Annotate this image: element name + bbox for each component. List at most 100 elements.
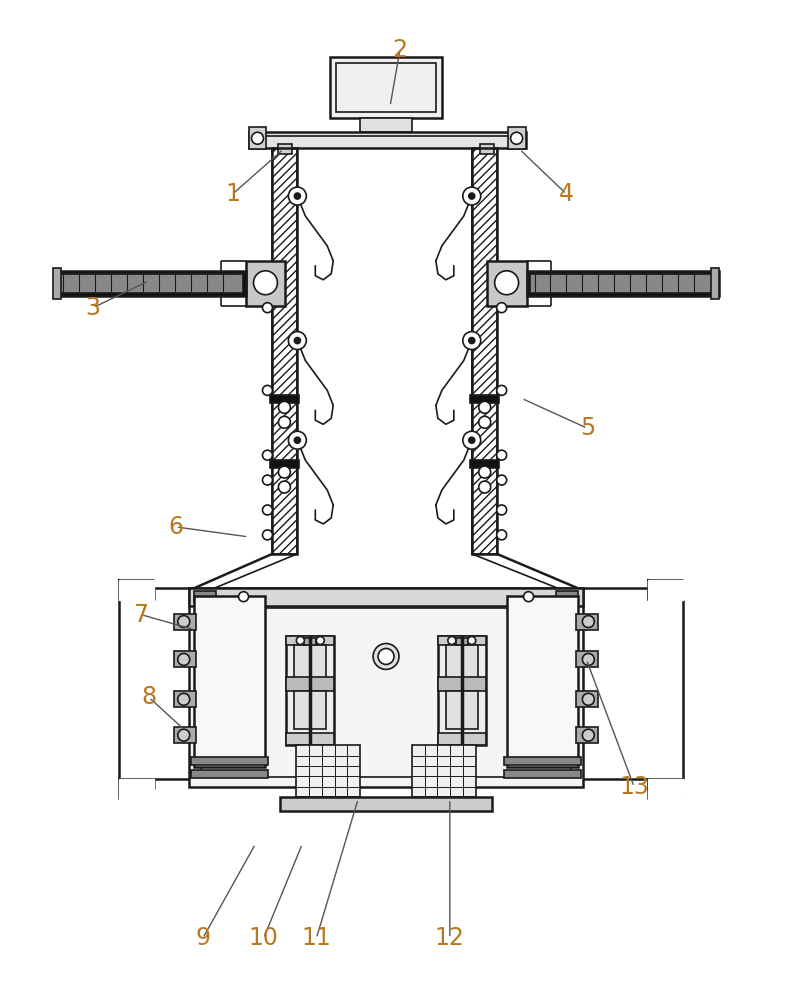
- Bar: [188, 588, 583, 787]
- Circle shape: [463, 431, 480, 449]
- Circle shape: [448, 637, 456, 644]
- Bar: [270, 460, 299, 468]
- Circle shape: [294, 338, 301, 344]
- Bar: [174, 651, 196, 667]
- Bar: [174, 691, 196, 707]
- Bar: [577, 614, 598, 630]
- Bar: [273, 148, 298, 554]
- Bar: [249, 127, 266, 149]
- Bar: [446, 691, 478, 729]
- Circle shape: [524, 592, 533, 602]
- Circle shape: [278, 416, 290, 428]
- Circle shape: [479, 481, 491, 493]
- Text: 10: 10: [249, 926, 278, 950]
- Bar: [286, 636, 334, 745]
- Bar: [446, 645, 478, 680]
- Circle shape: [511, 132, 523, 144]
- Circle shape: [463, 187, 480, 205]
- Bar: [294, 691, 326, 729]
- Bar: [456, 638, 468, 645]
- Bar: [53, 268, 61, 299]
- Circle shape: [278, 401, 290, 413]
- Bar: [529, 274, 716, 293]
- Circle shape: [252, 132, 264, 144]
- Bar: [270, 395, 299, 403]
- Circle shape: [468, 338, 475, 344]
- Bar: [174, 614, 196, 630]
- Circle shape: [278, 481, 290, 493]
- Text: 3: 3: [86, 296, 100, 320]
- Circle shape: [294, 193, 301, 199]
- Circle shape: [238, 592, 249, 602]
- Circle shape: [178, 653, 190, 665]
- Bar: [188, 588, 583, 606]
- Bar: [249, 132, 525, 148]
- Circle shape: [496, 450, 507, 460]
- Bar: [577, 727, 598, 743]
- Text: 11: 11: [302, 926, 331, 950]
- Circle shape: [289, 187, 306, 205]
- Bar: [304, 638, 316, 645]
- Bar: [472, 148, 496, 554]
- Circle shape: [316, 637, 324, 644]
- Bar: [360, 118, 412, 132]
- Circle shape: [178, 729, 190, 741]
- Bar: [330, 57, 442, 118]
- Bar: [59, 274, 242, 293]
- Circle shape: [262, 450, 273, 460]
- Bar: [438, 733, 486, 745]
- Circle shape: [289, 431, 306, 449]
- Circle shape: [262, 385, 273, 395]
- Polygon shape: [648, 779, 683, 799]
- Bar: [438, 636, 486, 745]
- Text: 9: 9: [195, 926, 210, 950]
- Text: 12: 12: [435, 926, 465, 950]
- Circle shape: [297, 637, 304, 644]
- Bar: [194, 596, 265, 767]
- Bar: [487, 261, 527, 306]
- Circle shape: [262, 303, 273, 313]
- Bar: [711, 268, 719, 299]
- Text: 13: 13: [619, 775, 649, 799]
- Circle shape: [468, 437, 475, 443]
- Text: 5: 5: [580, 416, 595, 440]
- Text: 2: 2: [392, 38, 407, 62]
- Bar: [472, 148, 496, 554]
- Bar: [286, 733, 334, 745]
- Circle shape: [582, 616, 594, 628]
- Text: 1: 1: [225, 182, 240, 206]
- Bar: [504, 757, 581, 765]
- Text: 6: 6: [168, 515, 184, 539]
- Circle shape: [468, 637, 476, 644]
- Bar: [557, 591, 578, 602]
- Bar: [174, 727, 196, 743]
- Circle shape: [582, 653, 594, 665]
- Bar: [245, 261, 286, 306]
- Circle shape: [278, 466, 290, 478]
- Circle shape: [178, 693, 190, 705]
- Circle shape: [479, 466, 491, 478]
- Circle shape: [582, 693, 594, 705]
- Bar: [412, 745, 476, 797]
- Circle shape: [496, 385, 507, 395]
- Bar: [438, 636, 486, 645]
- Circle shape: [582, 729, 594, 741]
- Bar: [194, 591, 216, 602]
- Circle shape: [496, 475, 507, 485]
- Circle shape: [373, 644, 399, 669]
- Bar: [336, 63, 435, 112]
- Text: 4: 4: [559, 182, 574, 206]
- Circle shape: [294, 437, 301, 443]
- Bar: [508, 127, 525, 149]
- Bar: [191, 770, 269, 778]
- Bar: [577, 691, 598, 707]
- Bar: [527, 271, 719, 296]
- Polygon shape: [119, 779, 154, 799]
- Bar: [273, 148, 298, 554]
- Circle shape: [262, 505, 273, 515]
- Bar: [286, 636, 334, 645]
- Bar: [438, 677, 486, 691]
- Circle shape: [463, 332, 480, 350]
- Bar: [470, 395, 499, 403]
- Text: 7: 7: [133, 603, 148, 627]
